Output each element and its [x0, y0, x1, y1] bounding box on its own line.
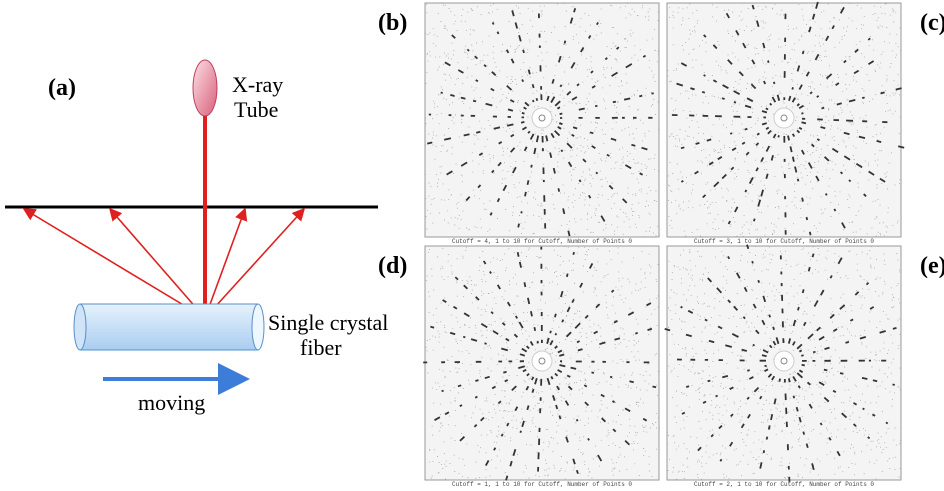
panel-a: (a) X-ray Tube Single crystal fiber movi…	[5, 59, 388, 415]
noise	[425, 245, 660, 481]
beam-stop	[531, 107, 553, 129]
caption: Cutoff = 3, 1 to 10 for Cutoff, Number o…	[694, 238, 874, 245]
caption: Cutoff = 2, 1 to 10 for Cutoff, Number o…	[694, 481, 874, 488]
source-label: X-ray	[232, 72, 283, 97]
diffraction-image: Cutoff = 4, 1 to 10 for Cutoff, Number o…	[378, 2, 660, 245]
beam-stop	[773, 107, 795, 129]
streaks	[664, 244, 897, 482]
source-label: Tube	[234, 97, 278, 122]
caption: Cutoff = 1, 1 to 10 for Cutoff, Number o…	[452, 481, 632, 488]
streaks	[423, 246, 657, 481]
streaks	[427, 7, 654, 237]
beam-stop	[531, 350, 553, 372]
beam-stop-center	[538, 357, 546, 365]
panel-label: (d)	[378, 253, 407, 279]
panel-label: (b)	[378, 10, 407, 36]
motion-label: moving	[138, 390, 205, 415]
sample-label: fiber	[300, 335, 342, 360]
diffraction-image: Cutoff = 3, 1 to 10 for Cutoff, Number o…	[666, 1, 944, 245]
xray-tube	[192, 59, 218, 117]
diffraction-panels: Cutoff = 4, 1 to 10 for Cutoff, Number o…	[378, 1, 944, 488]
streaks	[671, 1, 905, 236]
beam-stop-center	[780, 114, 788, 122]
fiber-end	[73, 303, 87, 351]
sample-label: Single crystal	[268, 310, 388, 335]
panel-label: (c)	[920, 10, 944, 36]
fiber-end	[251, 303, 265, 351]
diffraction-image: Cutoff = 2, 1 to 10 for Cutoff, Number o…	[664, 244, 944, 488]
noise	[425, 2, 660, 238]
fiber	[79, 303, 259, 351]
beam-stop-center	[538, 114, 546, 122]
beam-stop-center	[780, 357, 788, 365]
beam-stop	[773, 350, 795, 372]
noise	[667, 2, 902, 238]
panel-label: (e)	[920, 253, 944, 279]
panel-label: (a)	[48, 75, 76, 101]
noise	[667, 245, 902, 481]
caption: Cutoff = 4, 1 to 10 for Cutoff, Number o…	[452, 238, 632, 245]
diffracted-beams	[22, 207, 306, 319]
diffraction-image: Cutoff = 1, 1 to 10 for Cutoff, Number o…	[378, 245, 660, 488]
